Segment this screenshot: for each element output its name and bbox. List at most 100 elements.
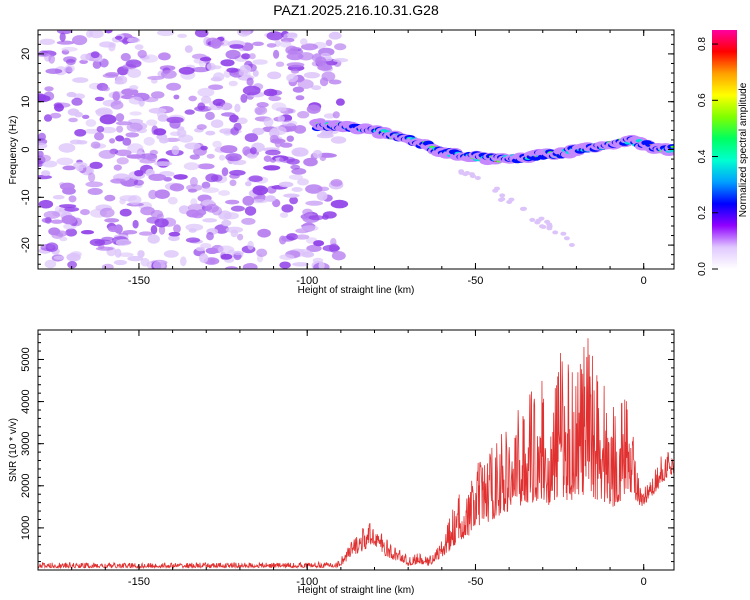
noise-blob (95, 108, 111, 115)
spectrogram-x-label: Height of straight line (km) (298, 285, 415, 296)
noise-blob (286, 73, 299, 83)
noise-blob (306, 244, 322, 252)
noise-blob (99, 207, 115, 218)
noise-blob (279, 235, 287, 245)
noise-blob (66, 91, 77, 98)
faint-streak (499, 197, 506, 202)
noise-blob (246, 77, 254, 86)
noise-blob (322, 211, 337, 219)
y-tick-label: -20 (20, 237, 32, 253)
noise-blob (229, 169, 246, 176)
noise-blob (285, 45, 299, 55)
noise-blob (312, 149, 323, 159)
faint-streak (521, 206, 527, 211)
noise-blob (72, 77, 89, 83)
noise-blob (126, 154, 145, 159)
noise-blob (271, 126, 287, 136)
noise-blob (263, 155, 272, 162)
x-tick-label: -50 (468, 275, 484, 287)
noise-blob (206, 232, 214, 241)
noise-blob (94, 132, 104, 141)
noise-blob (270, 138, 286, 144)
noise-blob (295, 234, 310, 240)
noise-blob (239, 64, 252, 73)
colorbar-tick-label: 0.0 (697, 262, 708, 276)
noise-blob (102, 86, 110, 92)
noise-blob (177, 33, 188, 39)
colorbar-tick-label: 0.8 (697, 37, 708, 51)
faint-streak (540, 224, 547, 229)
noise-blob (263, 88, 278, 97)
noise-blob (334, 43, 347, 51)
noise-blob (126, 122, 143, 132)
snr-y-label: SNR (10 * v/v) (8, 418, 19, 482)
noise-blob (286, 52, 304, 61)
noise-blob (313, 240, 325, 247)
noise-blob (289, 196, 298, 205)
noise-blob (44, 86, 54, 92)
noise-blob (134, 170, 144, 177)
x-tick-label: -150 (128, 275, 150, 287)
noise-blob (125, 59, 142, 68)
noise-blob (305, 184, 323, 194)
noise-blob (279, 261, 291, 269)
noise-blob (128, 96, 144, 105)
noise-blob (158, 52, 171, 61)
noise-blob (76, 140, 88, 145)
noise-blob (92, 60, 102, 69)
noise-blob (122, 230, 138, 235)
noise-blob (242, 263, 258, 269)
noise-blob (328, 31, 342, 40)
noise-blob (286, 233, 298, 241)
noise-blob (303, 72, 320, 79)
noise-blob (242, 195, 255, 206)
noise-blob (102, 73, 119, 78)
noise-blob (230, 205, 245, 212)
noise-blob (206, 153, 215, 159)
noise-blob (254, 106, 268, 115)
noise-blob (168, 235, 180, 242)
noise-blob (201, 95, 212, 104)
noise-blob (94, 96, 105, 102)
noise-blob (38, 174, 52, 180)
noise-blob (44, 259, 57, 269)
noise-blob (252, 41, 264, 46)
noise-blob (244, 133, 259, 143)
spectrogram-x-ticks: -150 -100 -50 0 (37, 30, 647, 287)
noise-blob (187, 203, 205, 212)
noise-blob (153, 260, 166, 269)
noise-blob (281, 120, 298, 127)
noise-blob (115, 135, 124, 142)
noise-blob (190, 198, 198, 206)
faint-streak (494, 186, 500, 191)
y-tick-label: 10 (20, 96, 32, 108)
noise-blob (226, 67, 239, 73)
noise-blob (297, 79, 314, 89)
noise-blob (71, 97, 83, 106)
noise-blob (279, 142, 293, 148)
noise-blob (148, 173, 167, 181)
noise-blob (62, 165, 76, 171)
noise-blob (109, 138, 116, 144)
noise-blob (41, 170, 51, 177)
noise-blob (197, 87, 215, 97)
noise-blob (67, 261, 77, 269)
noise-blob (205, 130, 216, 136)
noise-blob (316, 191, 328, 201)
y-tick-label: 2000 (20, 474, 32, 498)
noise-blob (273, 49, 280, 59)
noise-blob (189, 154, 200, 160)
noise-blob (61, 215, 77, 225)
noise-blob (109, 42, 116, 48)
noise-blob (101, 236, 114, 241)
noise-blob (210, 76, 222, 82)
noise-blob (197, 163, 215, 170)
noise-blob (115, 113, 125, 122)
noise-blob (50, 219, 64, 224)
noise-blob (154, 161, 173, 167)
noise-blob (157, 114, 169, 122)
noise-blob (150, 91, 165, 99)
noise-blob (291, 147, 309, 157)
noise-blob (104, 30, 113, 34)
noise-blob (171, 145, 180, 156)
